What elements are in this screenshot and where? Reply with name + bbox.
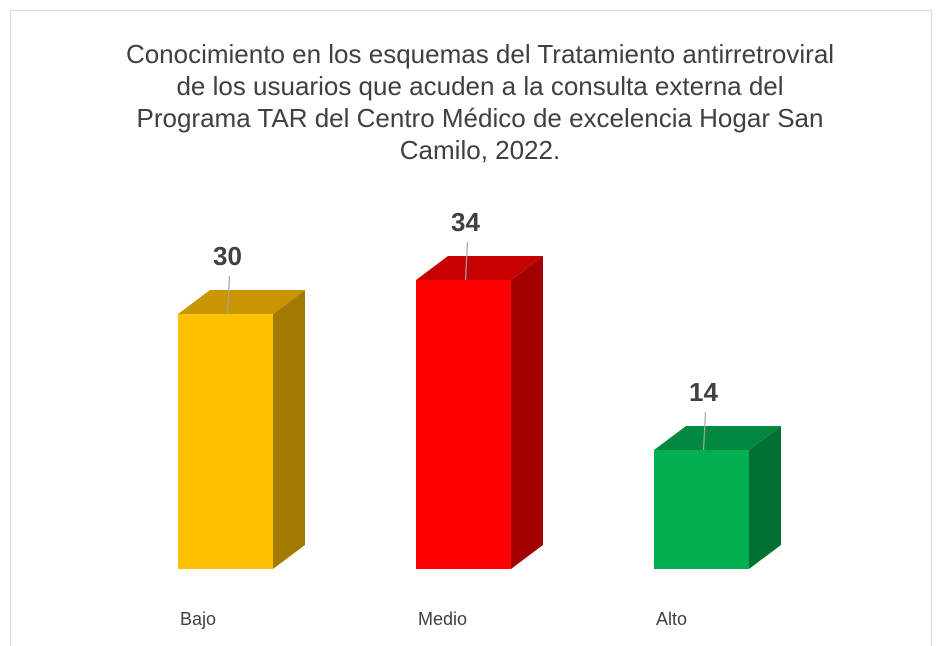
bar-front	[416, 280, 511, 569]
chart-title: Conocimiento en los esquemas del Tratami…	[125, 39, 835, 165]
value-label: 14	[689, 377, 718, 407]
chart-frame	[10, 10, 932, 646]
bar	[416, 256, 543, 569]
bar-front	[654, 450, 749, 569]
bar-top	[178, 290, 305, 314]
leader-line	[464, 241, 469, 281]
x-tick-label: Medio	[418, 609, 467, 629]
bar-front	[178, 314, 273, 569]
bar	[178, 290, 305, 569]
bar-side	[749, 426, 781, 569]
bar	[654, 426, 781, 569]
x-tick-label: Alto	[656, 609, 687, 629]
value-label: 34	[451, 207, 480, 237]
bar-top	[654, 426, 781, 450]
leader-line	[226, 275, 231, 315]
bar-top	[416, 256, 543, 280]
x-tick-label: Bajo	[180, 609, 216, 629]
leader-line	[702, 411, 707, 451]
bar-side	[511, 256, 543, 569]
value-label: 30	[213, 241, 242, 271]
bar-side	[273, 290, 305, 569]
